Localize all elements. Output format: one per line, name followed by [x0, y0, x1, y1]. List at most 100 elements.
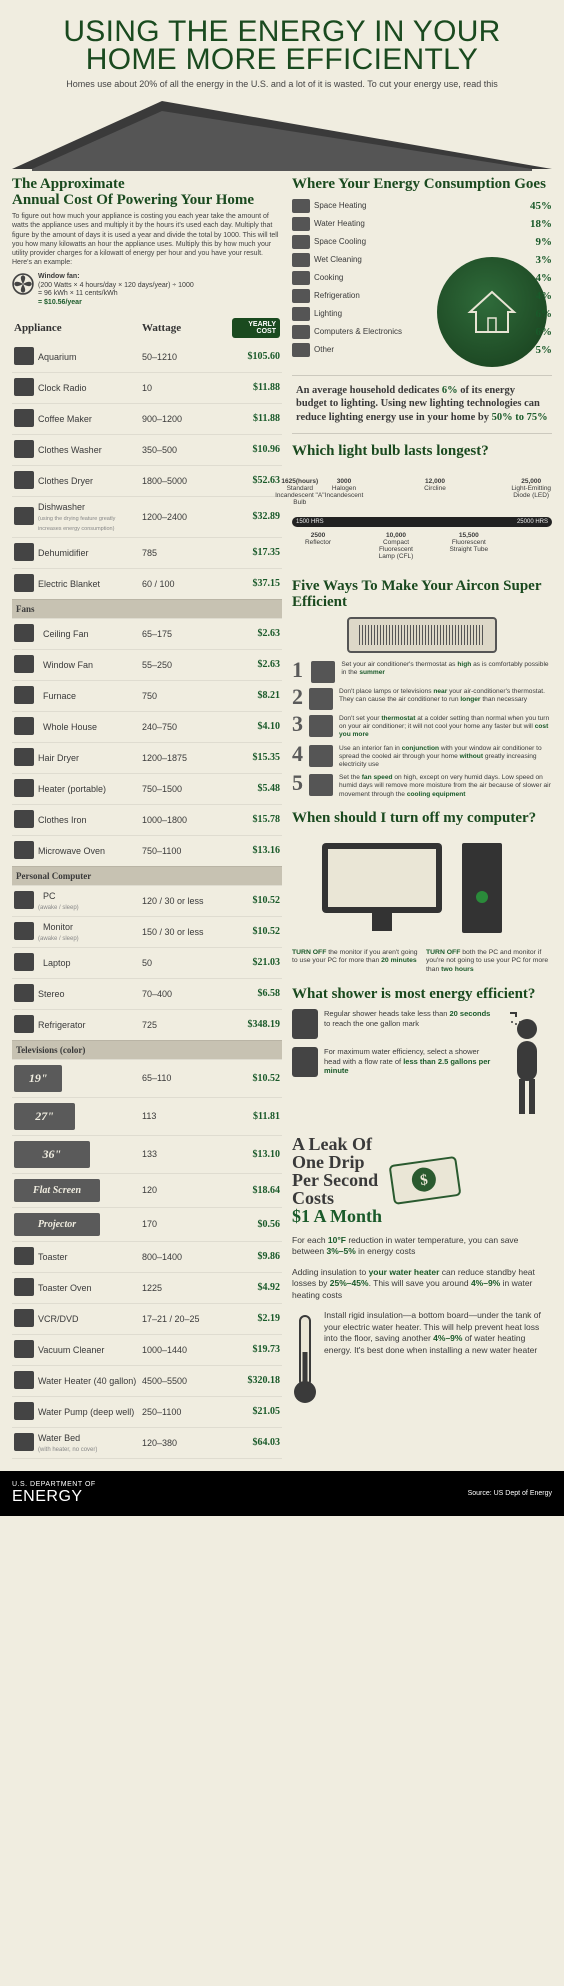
appliance-icon: [14, 347, 34, 365]
fan-icon: [12, 273, 34, 295]
table-row: Water Pump (deep well)250–1100$21.05: [12, 1396, 282, 1427]
table-row: Laptop50$21.03: [12, 947, 282, 978]
appliance-icon: [14, 409, 34, 427]
tv-size-icon: 36": [14, 1141, 90, 1168]
table-row: Hair Dryer1200–1875$15.35: [12, 742, 282, 773]
appliance-icon: [14, 1371, 34, 1389]
table-row: Dishwasher(using the drying feature grea…: [12, 496, 282, 537]
appliance-icon: [14, 810, 34, 828]
bulb-point: 3000Halogen Incandescent: [319, 479, 369, 499]
usage-icon: [292, 307, 310, 321]
appliance-icon: [14, 717, 34, 735]
appliance-icon: [14, 1015, 34, 1033]
tip-icon: [311, 661, 335, 683]
table-row: Monitor(awake / sleep)150 / 30 or less$1…: [12, 916, 282, 947]
shower-section: Regular shower heads take less than 20 s…: [292, 1009, 552, 1119]
usage-icon: [292, 235, 310, 249]
computer-heading: When should I turn off my computer?: [292, 811, 552, 827]
page-title: USING THE ENERGY IN YOUR HOME MORE EFFIC…: [12, 18, 552, 73]
appliance-icon: [14, 471, 34, 489]
person-shower-icon: [502, 1009, 552, 1119]
ac-unit-icon: [347, 617, 497, 653]
usage-icon: [292, 271, 310, 285]
tv-size-icon: Flat Screen: [14, 1179, 100, 1202]
table-row: Televisions (color): [12, 1040, 282, 1059]
bulb-point: 15,500Fluorescent Straight Tube: [444, 533, 494, 553]
table-row: Clothes Dryer1800–5000$52.63: [12, 465, 282, 496]
appliance-icon: [14, 922, 34, 940]
usage-icon: [292, 199, 310, 213]
table-row: Ceiling Fan65–175$2.63: [12, 618, 282, 649]
bulb-point: 2500Reflector: [293, 533, 343, 547]
table-row: Projector170$0.56: [12, 1207, 282, 1241]
tip-icon: [309, 745, 333, 767]
usage-item: Space Cooling9%: [292, 233, 552, 251]
table-row: Water Bed(with heater, no cover)120–380$…: [12, 1427, 282, 1458]
usage-icon: [292, 343, 310, 357]
usage-icon: [292, 325, 310, 339]
annual-cost-intro: To figure out how much your appliance is…: [12, 212, 282, 267]
appliance-icon: [14, 686, 34, 704]
showerhead-icon: [292, 1047, 318, 1077]
aircon-tip: 2Don't place lamps or televisions near y…: [292, 688, 552, 710]
table-row: Aquarium50–1210$105.60: [12, 342, 282, 373]
page-subtitle: Homes use about 20% of all the energy in…: [52, 79, 512, 91]
appliance-icon: [14, 748, 34, 766]
pc-tip-right: TURN OFF both the PC and monitor if you'…: [426, 949, 552, 975]
appliance-icon: [14, 984, 34, 1002]
table-row: Personal Computer: [12, 866, 282, 885]
bulb-scale: 1500 HRS25000 HRS 1625(hours)Standard In…: [292, 465, 552, 565]
table-row: PC(awake / sleep)120 / 30 or less$10.52: [12, 885, 282, 916]
table-row: Clothes Washer350–500$10.96: [12, 434, 282, 465]
bulb-point: 10,000Compact Fluorescent Lamp (CFL): [371, 533, 421, 560]
bulb-point: 25,000Light-Emitting Diode (LED): [506, 479, 556, 499]
table-row: Stereo70–400$6.58: [12, 978, 282, 1009]
aircon-tip: 3Don't set your thermostat at a colder s…: [292, 715, 552, 740]
appliance-icon: [14, 624, 34, 642]
appliance-icon: [14, 779, 34, 797]
appliance-icon: [14, 841, 34, 859]
table-row: 27"113$11.81: [12, 1097, 282, 1135]
monitor-icon: [322, 843, 442, 913]
usage-icon: [292, 289, 310, 303]
appliance-icon: [14, 655, 34, 673]
table-row: Toaster800–1400$9.86: [12, 1241, 282, 1272]
table-row: Electric Blanket60 / 100$37.15: [12, 568, 282, 599]
example-calc: Window fan: (200 Watts × 4 hours/day × 1…: [12, 273, 282, 308]
table-row: Furnace750$8.21: [12, 680, 282, 711]
dollar-bill-icon: $: [388, 1153, 468, 1213]
annual-cost-heading: The Approximate Annual Cost Of Powering …: [12, 177, 282, 209]
power-button-icon: [476, 891, 488, 903]
table-row: Clock Radio10$11.88: [12, 372, 282, 403]
lighting-callout: An average household dedicates 6% of its…: [292, 375, 552, 434]
table-row: 36"133$13.10: [12, 1135, 282, 1173]
table-row: Window Fan55–250$2.63: [12, 649, 282, 680]
usage-item: Space Heating45%: [292, 197, 552, 215]
table-row: Water Heater (40 gallon)4500–5500$320.18: [12, 1365, 282, 1396]
appliance-icon: [14, 440, 34, 458]
tip-icon: [309, 774, 333, 796]
bulb-point: 12,000Circline: [410, 479, 460, 493]
jug-icon: [292, 1009, 318, 1039]
aircon-tip: 1Set your air conditioner's thermostat a…: [292, 661, 552, 683]
appliance-icon: [14, 1309, 34, 1327]
appliance-cost-table: Appliance Wattage YEARLY COST Aquarium50…: [12, 314, 282, 1459]
consumption-heading: Where Your Energy Consumption Goes: [292, 177, 552, 193]
appliance-icon: [14, 1433, 34, 1451]
appliance-icon: [14, 1402, 34, 1420]
table-row: Dehumidifier785$17.35: [12, 537, 282, 568]
table-row: Coffee Maker900–1200$11.88: [12, 403, 282, 434]
table-row: Flat Screen120$18.64: [12, 1173, 282, 1207]
appliance-icon: [14, 1278, 34, 1296]
appliance-icon: [14, 891, 34, 909]
pc-tip-left: TURN OFF the monitor if you aren't going…: [292, 949, 418, 975]
computer-section: TURN OFF the monitor if you aren't going…: [292, 833, 552, 975]
usage-item: Water Heating18%: [292, 215, 552, 233]
tip-icon: [309, 715, 333, 737]
appliance-icon: [14, 574, 34, 592]
leak-callout: A Leak Of One Drip Per Second Costs $1 A…: [292, 1131, 552, 1235]
appliance-icon: [14, 378, 34, 396]
roof-illustration: [12, 101, 552, 171]
tip-icon: [309, 688, 333, 710]
table-row: Whole House240–750$4.10: [12, 711, 282, 742]
